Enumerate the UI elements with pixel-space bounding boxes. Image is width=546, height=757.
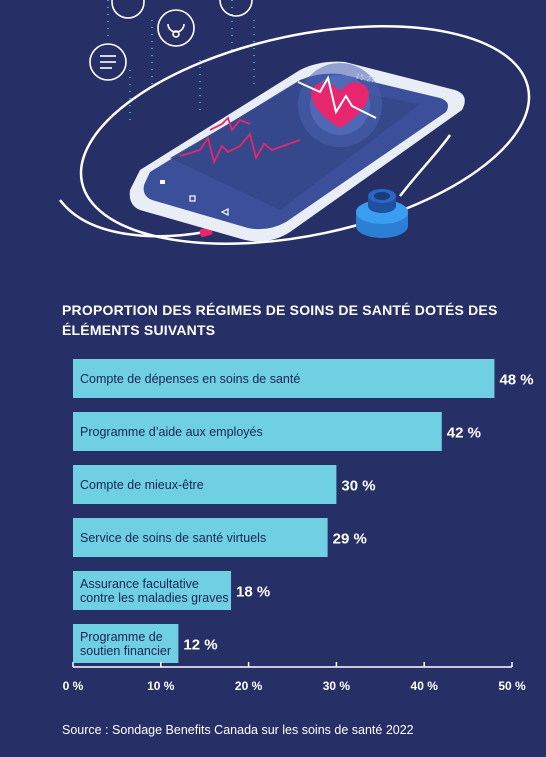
chart-title: PROPORTION DES RÉGIMES DE SOINS DE SANTÉ… — [62, 302, 498, 338]
header-illustration: 15:27 — [59, 0, 531, 245]
value-label-4: 18 % — [236, 584, 270, 601]
bar-1 — [73, 412, 442, 451]
value-label-5: 12 % — [183, 637, 217, 654]
smartphone-icon — [111, 0, 145, 19]
smartphone: 15:27 — [129, 61, 465, 242]
heart-icon — [219, 0, 253, 17]
x-tick-label-0: 0 % — [63, 679, 84, 693]
bar-chart: Compte de dépenses en soins de santé 48 %… — [63, 359, 534, 693]
value-label-0: 48 % — [499, 372, 533, 389]
bar-label-2: Compte de mieux-être — [80, 478, 204, 492]
bar-2 — [73, 465, 337, 504]
value-label-3: 29 % — [333, 531, 367, 548]
x-tick-label-1: 10 % — [147, 679, 175, 693]
bar-label-0: Compte de dépenses en soins de santé — [80, 372, 300, 386]
value-label-2: 30 % — [341, 478, 375, 495]
bar-5 — [73, 624, 179, 663]
bar-label-3: Service de soins de santé virtuels — [80, 531, 266, 545]
value-label-1: 42 % — [447, 425, 481, 442]
x-tick-label-2: 20 % — [235, 679, 263, 693]
x-tick-label-5: 50 % — [498, 679, 526, 693]
bar-3 — [73, 518, 328, 557]
bar-label-1: Programme d’aide aux employés — [80, 425, 263, 439]
x-tick-label-4: 40 % — [411, 679, 439, 693]
document-icon — [89, 43, 127, 81]
stethoscope-chestpiece — [356, 189, 408, 238]
bar-4 — [73, 571, 232, 610]
bar-label-4: Assurance facultative contre les maladies… — [80, 577, 229, 605]
bar-label-5: Programme de soutien financier — [80, 630, 171, 658]
x-tick-label-3: 30 % — [323, 679, 351, 693]
bar-0 — [73, 359, 495, 398]
stethoscope-icon — [157, 9, 195, 47]
source-note: Source : Sondage Benefits Canada sur les… — [62, 723, 414, 737]
